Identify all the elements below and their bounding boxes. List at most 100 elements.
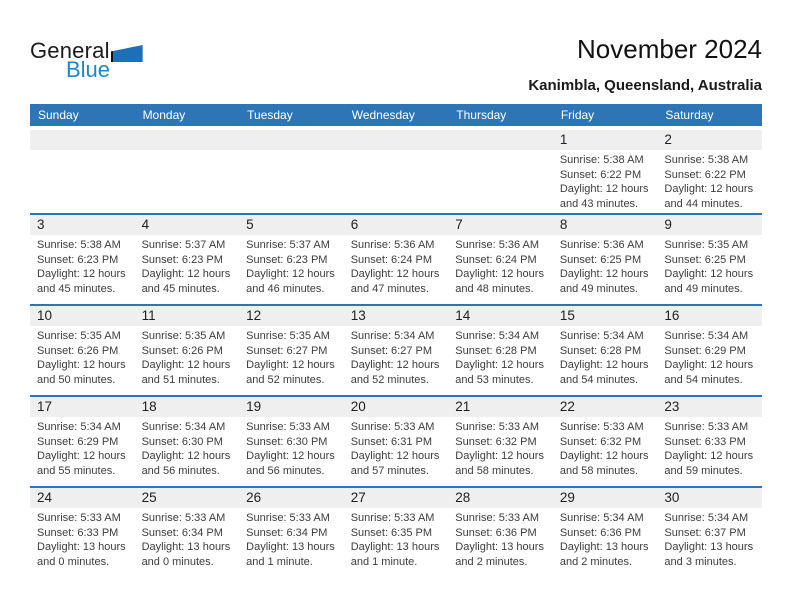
day-number: 24 bbox=[37, 490, 53, 505]
sunrise-text: Sunrise: 5:37 AM bbox=[246, 239, 330, 251]
weekday-header-saturday: Saturday bbox=[665, 108, 714, 122]
day-number: 16 bbox=[664, 308, 680, 323]
daylight-text-line1: Daylight: 12 hours bbox=[246, 359, 335, 372]
sunset-text: Sunset: 6:36 PM bbox=[455, 526, 537, 539]
daylight-text-line1: Daylight: 12 hours bbox=[664, 183, 754, 196]
day-number: 26 bbox=[246, 490, 262, 505]
sunset-text: Sunset: 6:23 PM bbox=[246, 253, 328, 266]
daylight-text-line1: Daylight: 12 hours bbox=[141, 359, 231, 372]
day-cell-7: 7 Sunrise: 5:36 AM Sunset: 6:24 PM Dayli… bbox=[448, 215, 553, 304]
daylight-text-line2: and 49 minutes. bbox=[559, 282, 639, 295]
sunset-text: Sunset: 6:22 PM bbox=[559, 168, 642, 181]
sunset-text: Sunset: 6:32 PM bbox=[559, 435, 642, 448]
day-cell-14: 14 Sunrise: 5:34 AM Sunset: 6:28 PM Dayl… bbox=[448, 306, 553, 395]
logo-text-general: General bbox=[30, 38, 110, 63]
day-number: 18 bbox=[141, 399, 157, 414]
daylight-text-line1: Daylight: 13 hours bbox=[350, 541, 440, 554]
weekday-header-tuesday: Tuesday bbox=[247, 108, 293, 122]
day-cell-16: 16 Sunrise: 5:34 AM Sunset: 6:29 PM Dayl… bbox=[657, 306, 762, 395]
week-row-4: 17 Sunrise: 5:34 AM Sunset: 6:29 PM Dayl… bbox=[30, 395, 762, 486]
day-number: 19 bbox=[246, 399, 262, 414]
sunset-text: Sunset: 6:31 PM bbox=[350, 435, 433, 448]
sunset-text: Sunset: 6:27 PM bbox=[350, 344, 433, 357]
sunset-text: Sunset: 6:34 PM bbox=[141, 526, 223, 539]
sunrise-text: Sunrise: 5:35 AM bbox=[37, 330, 121, 342]
sunrise-text: Sunrise: 5:36 AM bbox=[559, 239, 644, 251]
weekday-header-row: Sunday Monday Tuesday Wednesday Thursday… bbox=[30, 104, 762, 126]
day-number: 12 bbox=[246, 308, 262, 323]
daylight-text-line2: and 51 minutes. bbox=[141, 373, 220, 386]
day-number: 17 bbox=[37, 399, 53, 414]
day-cell-20: 20 Sunrise: 5:33 AM Sunset: 6:31 PM Dayl… bbox=[343, 397, 449, 486]
day-number: 4 bbox=[141, 217, 150, 232]
day-cell-15: 15 Sunrise: 5:34 AM Sunset: 6:28 PM Dayl… bbox=[552, 306, 658, 395]
daylight-text-line2: and 58 minutes. bbox=[559, 464, 639, 477]
daylight-text-line1: Daylight: 12 hours bbox=[246, 450, 335, 463]
day-cell-5: 5 Sunrise: 5:37 AM Sunset: 6:23 PM Dayli… bbox=[239, 215, 344, 304]
daylight-text-line2: and 56 minutes. bbox=[246, 464, 325, 477]
day-number: 6 bbox=[350, 217, 359, 232]
daylight-text-line1: Daylight: 12 hours bbox=[350, 450, 440, 463]
logo-text-blue: Blue bbox=[66, 57, 111, 82]
sunset-text: Sunset: 6:23 PM bbox=[141, 253, 223, 266]
week-row-5: 24 Sunrise: 5:33 AM Sunset: 6:33 PM Dayl… bbox=[30, 486, 762, 577]
daylight-text-line2: and 57 minutes. bbox=[350, 464, 429, 477]
daylight-text-line2: and 55 minutes. bbox=[37, 464, 116, 477]
sunset-text: Sunset: 6:33 PM bbox=[37, 526, 119, 539]
daylight-text-line2: and 2 minutes. bbox=[455, 555, 528, 568]
day-number: 7 bbox=[455, 217, 463, 232]
daylight-text-line1: Daylight: 12 hours bbox=[559, 183, 649, 196]
day-cell-3: 3 Sunrise: 5:38 AM Sunset: 6:23 PM Dayli… bbox=[30, 215, 135, 304]
daylight-text-line1: Daylight: 13 hours bbox=[141, 541, 231, 554]
day-number: 29 bbox=[559, 490, 575, 505]
daylight-text-line1: Daylight: 12 hours bbox=[664, 450, 754, 463]
day-cell-29: 29 Sunrise: 5:34 AM Sunset: 6:36 PM Dayl… bbox=[552, 488, 658, 577]
daylight-text-line1: Daylight: 12 hours bbox=[559, 268, 649, 281]
sunrise-text: Sunrise: 5:33 AM bbox=[664, 421, 749, 433]
sunrise-text: Sunrise: 5:38 AM bbox=[37, 239, 121, 251]
daylight-text-line2: and 3 minutes. bbox=[664, 555, 737, 568]
daylight-text-line2: and 49 minutes. bbox=[664, 282, 743, 295]
sunset-text: Sunset: 6:30 PM bbox=[141, 435, 223, 448]
sunset-text: Sunset: 6:24 PM bbox=[350, 253, 433, 266]
day-cell-27: 27 Sunrise: 5:33 AM Sunset: 6:35 PM Dayl… bbox=[343, 488, 449, 577]
daylight-text-line1: Daylight: 12 hours bbox=[246, 268, 335, 281]
sunset-text: Sunset: 6:30 PM bbox=[246, 435, 328, 448]
sunrise-text: Sunrise: 5:33 AM bbox=[141, 512, 226, 524]
day-cell-9: 9 Sunrise: 5:35 AM Sunset: 6:25 PM Dayli… bbox=[657, 215, 762, 304]
sunset-text: Sunset: 6:36 PM bbox=[559, 526, 642, 539]
daylight-text-line1: Daylight: 13 hours bbox=[455, 541, 544, 554]
daylight-text-line1: Daylight: 13 hours bbox=[246, 541, 335, 554]
sunset-text: Sunset: 6:27 PM bbox=[246, 344, 328, 357]
sunrise-text: Sunrise: 5:34 AM bbox=[559, 330, 644, 342]
daylight-text-line2: and 47 minutes. bbox=[350, 282, 429, 295]
sunrise-text: Sunrise: 5:33 AM bbox=[455, 512, 540, 524]
sunrise-text: Sunrise: 5:34 AM bbox=[37, 421, 121, 433]
daylight-text-line1: Daylight: 12 hours bbox=[141, 268, 231, 281]
day-cell-25: 25 Sunrise: 5:33 AM Sunset: 6:34 PM Dayl… bbox=[134, 488, 240, 577]
day-number: 9 bbox=[664, 217, 672, 232]
day-cell-19: 19 Sunrise: 5:33 AM Sunset: 6:30 PM Dayl… bbox=[239, 397, 344, 486]
sunrise-text: Sunrise: 5:38 AM bbox=[664, 154, 749, 166]
daylight-text-line2: and 58 minutes. bbox=[455, 464, 534, 477]
daylight-text-line2: and 45 minutes. bbox=[141, 282, 220, 295]
day-number: 2 bbox=[664, 132, 672, 147]
day-number: 25 bbox=[141, 490, 157, 505]
sunrise-text: Sunrise: 5:34 AM bbox=[559, 512, 644, 524]
sunrise-text: Sunrise: 5:35 AM bbox=[141, 330, 226, 342]
daylight-text-line1: Daylight: 12 hours bbox=[350, 268, 440, 281]
location-subtitle: Kanimbla, Queensland, Australia bbox=[528, 77, 762, 94]
calendar: Sunday Monday Tuesday Wednesday Thursday… bbox=[30, 104, 762, 577]
day-cell-28: 28 Sunrise: 5:33 AM Sunset: 6:36 PM Dayl… bbox=[448, 488, 553, 577]
day-number: 28 bbox=[455, 490, 471, 505]
sunrise-text: Sunrise: 5:33 AM bbox=[37, 512, 121, 524]
day-number: 15 bbox=[559, 308, 575, 323]
sunrise-text: Sunrise: 5:36 AM bbox=[455, 239, 540, 251]
daylight-text-line1: Daylight: 12 hours bbox=[664, 268, 754, 281]
week-row-3: 10 Sunrise: 5:35 AM Sunset: 6:26 PM Dayl… bbox=[30, 304, 762, 395]
day-cell-13: 13 Sunrise: 5:34 AM Sunset: 6:27 PM Dayl… bbox=[343, 306, 449, 395]
sunrise-text: Sunrise: 5:33 AM bbox=[559, 421, 644, 433]
daylight-text-line2: and 52 minutes. bbox=[350, 373, 429, 386]
sunrise-text: Sunrise: 5:33 AM bbox=[246, 421, 330, 433]
daylight-text-line1: Daylight: 12 hours bbox=[455, 359, 544, 372]
